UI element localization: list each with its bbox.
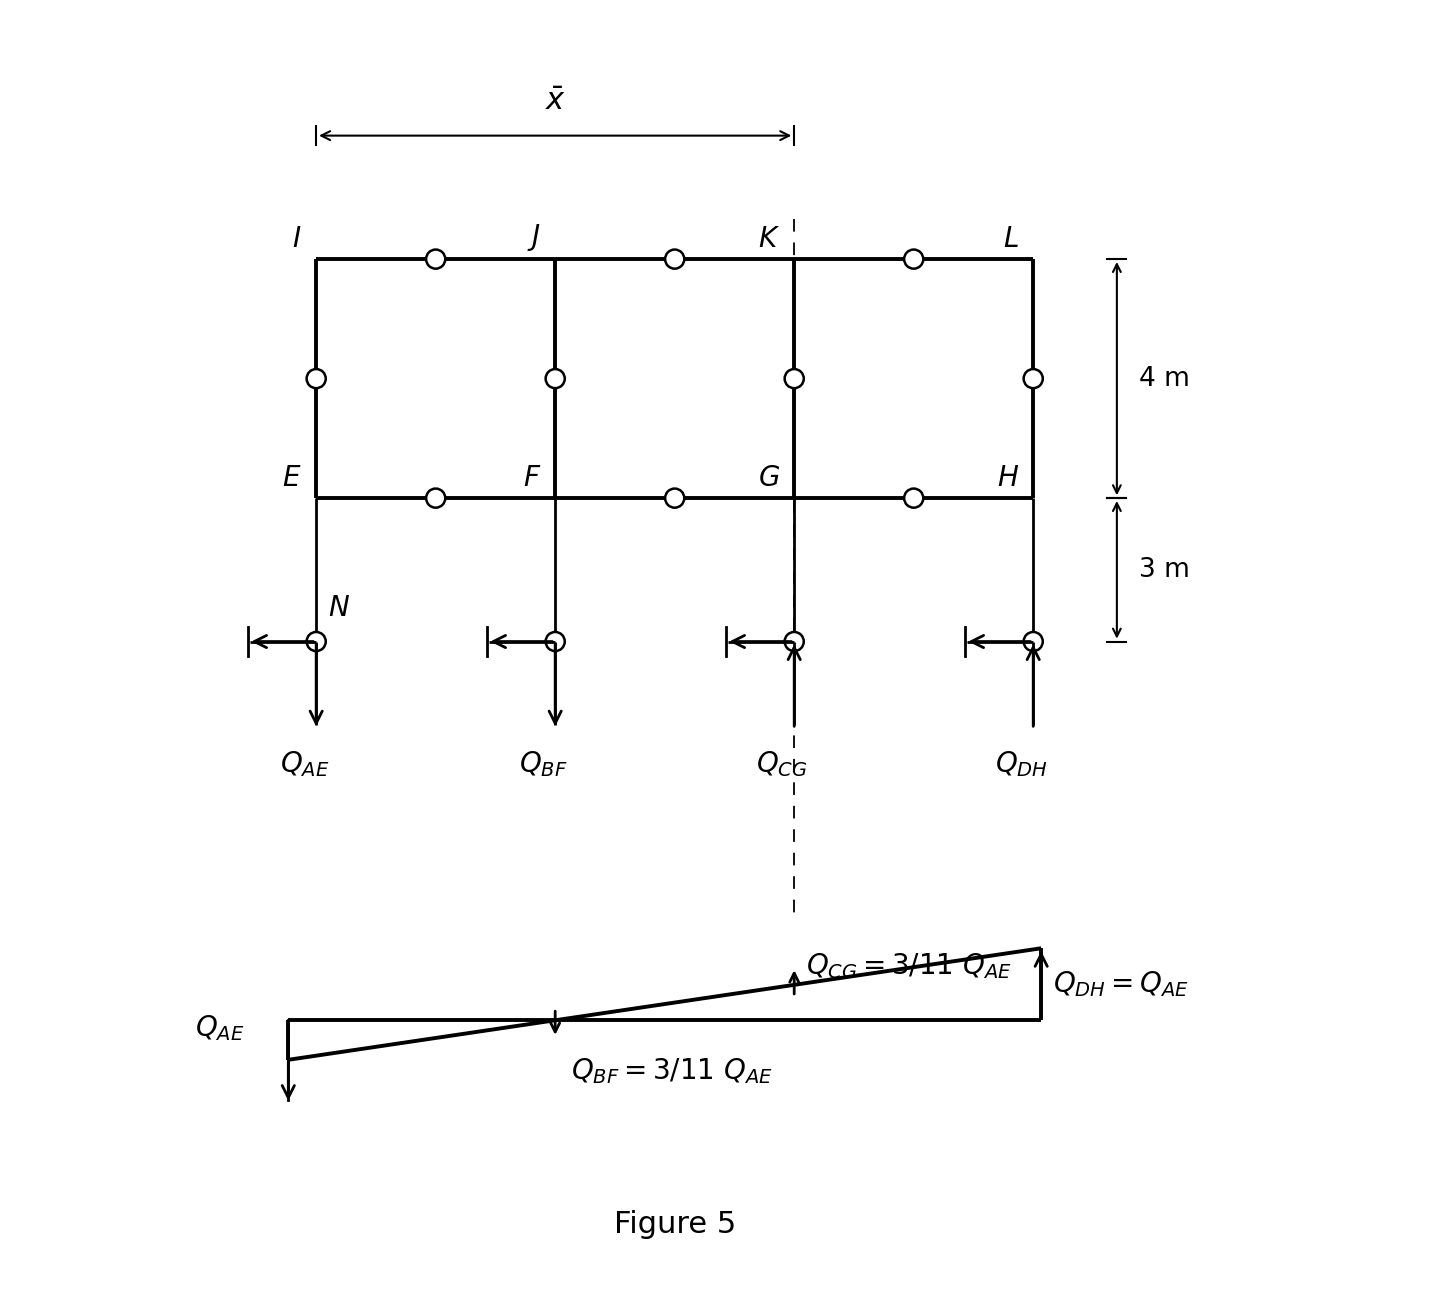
Text: $E$: $E$ (282, 464, 302, 492)
Text: 3 m: 3 m (1139, 557, 1191, 583)
Text: $Q_{DH}$: $Q_{DH}$ (994, 750, 1048, 779)
Text: $Q_{BF}= 3/11\ Q_{AE}$: $Q_{BF}= 3/11\ Q_{AE}$ (571, 1056, 773, 1086)
Circle shape (306, 633, 325, 651)
Text: Figure 5: Figure 5 (614, 1211, 736, 1239)
Text: $J$: $J$ (527, 222, 540, 253)
Circle shape (785, 369, 803, 388)
Text: $Q_{AE}$: $Q_{AE}$ (195, 1013, 244, 1043)
Text: 4 m: 4 m (1139, 365, 1191, 391)
Text: $I$: $I$ (292, 225, 302, 253)
Text: $\bar{x}$: $\bar{x}$ (545, 87, 566, 116)
Circle shape (905, 488, 923, 508)
Text: $F$: $F$ (523, 464, 540, 492)
Circle shape (1023, 633, 1043, 651)
Text: $Q_{CG}= 3/11\ Q_{AE}$: $Q_{CG}= 3/11\ Q_{AE}$ (806, 951, 1011, 981)
Text: $G$: $G$ (757, 464, 780, 492)
Text: $K$: $K$ (757, 225, 780, 253)
Circle shape (665, 488, 685, 508)
Circle shape (546, 369, 565, 388)
Circle shape (665, 249, 685, 269)
Text: $L$: $L$ (1003, 225, 1019, 253)
Circle shape (905, 249, 923, 269)
Circle shape (785, 633, 803, 651)
Text: $Q_{AE}$: $Q_{AE}$ (279, 750, 329, 779)
Text: $N$: $N$ (328, 594, 350, 622)
Text: $H$: $H$ (997, 464, 1019, 492)
Text: $Q_{CG}$: $Q_{CG}$ (757, 750, 808, 779)
Text: $Q_{DH}= Q_{AE}$: $Q_{DH}= Q_{AE}$ (1053, 969, 1189, 999)
Circle shape (1023, 369, 1043, 388)
Circle shape (306, 369, 325, 388)
Circle shape (426, 249, 445, 269)
Circle shape (426, 488, 445, 508)
Text: $Q_{BF}$: $Q_{BF}$ (519, 750, 568, 779)
Circle shape (546, 633, 565, 651)
